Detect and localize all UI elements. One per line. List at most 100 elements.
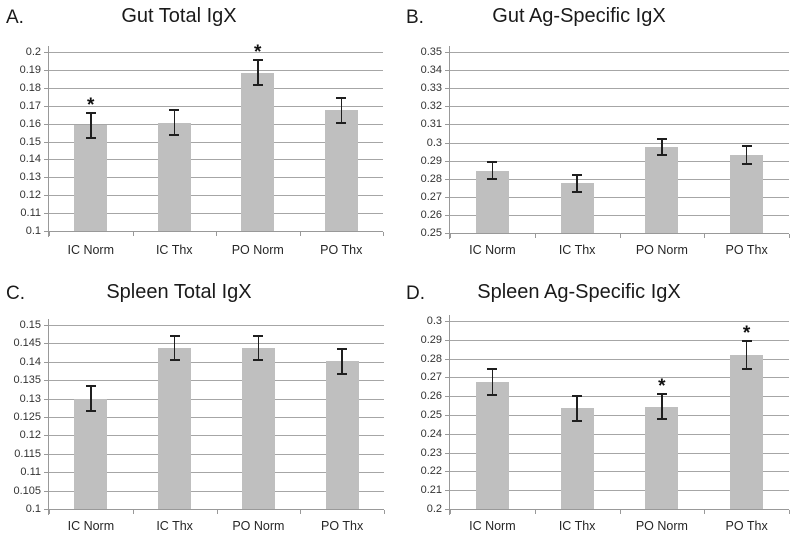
error-bar-cap-bottom: [252, 84, 263, 87]
gridline: [49, 159, 383, 161]
gridline: [49, 123, 383, 125]
gridline: [450, 52, 789, 53]
gridline: [450, 490, 789, 492]
gridline: [450, 160, 789, 162]
chart-title: Spleen Ag-Specific IgX: [477, 281, 681, 303]
bar-po-thx: [324, 110, 358, 231]
error-bar-cap-top: [252, 58, 263, 61]
bar-po-norm: [241, 72, 275, 231]
bar-ic-thx: [158, 348, 192, 509]
error-bar-cap-top: [85, 112, 96, 115]
error-bar-line: [661, 393, 663, 420]
y-tick-label: 0.26: [420, 208, 442, 221]
x-tick-mark: [49, 232, 50, 236]
significance-asterisk: *: [254, 41, 262, 63]
y-tick-mark: [44, 231, 49, 232]
error-bar-line: [341, 349, 343, 374]
error-bar-line: [745, 341, 748, 369]
gridline: [450, 433, 789, 435]
y-tick-label: 0.17: [19, 99, 41, 112]
error-bar-line: [340, 97, 342, 123]
panel-letter: D.: [406, 283, 425, 304]
error-bar-line: [90, 386, 92, 411]
y-tick-mark: [44, 472, 49, 474]
y-tick-mark: [445, 490, 450, 492]
error-bar-cap-top: [487, 367, 498, 370]
x-category-label: IC Thx: [156, 519, 193, 533]
y-tick-mark: [445, 339, 450, 341]
y-tick-label: 0.28: [420, 352, 442, 365]
y-tick-mark: [44, 325, 49, 326]
gridline: [49, 69, 383, 71]
gridline: [49, 213, 383, 215]
y-tick-mark: [44, 87, 49, 89]
significance-asterisk: *: [658, 375, 666, 397]
error-bar-line: [173, 110, 175, 136]
x-category-label: IC Norm: [67, 519, 115, 533]
chart-title: Gut Ag-Specific IgX: [492, 5, 666, 27]
y-tick-mark: [44, 343, 49, 345]
y-tick-mark: [44, 398, 49, 400]
y-tick-label: 0.35: [420, 46, 442, 58]
x-category-label: PO Thx: [725, 243, 768, 257]
x-category-label: PO Norm: [232, 519, 285, 533]
gridline: [450, 88, 789, 90]
y-tick-mark: [445, 396, 450, 398]
y-tick-mark: [44, 213, 49, 215]
y-tick-mark: [44, 417, 49, 418]
y-tick-label: 0.29: [420, 154, 442, 167]
panel-letter: A.: [6, 7, 24, 28]
x-tick-mark: [450, 234, 451, 238]
x-tick-mark: [789, 234, 790, 238]
error-bar-cap-bottom: [336, 121, 347, 124]
y-tick-mark: [44, 52, 49, 53]
bar-po-thx: [325, 361, 359, 509]
y-tick-label: 0.29: [420, 333, 442, 346]
gridline: [450, 196, 789, 198]
gridline: [450, 214, 789, 216]
y-tick-label: 0.11: [20, 207, 41, 220]
gridline: [450, 339, 789, 341]
bar-ic-thx: [157, 122, 191, 231]
error-bar-cap-top: [169, 109, 180, 112]
x-category-label: PO Thx: [320, 243, 363, 257]
error-bar-cap-bottom: [337, 372, 348, 375]
chart-plot-area: 0.15 0.145 0.14 0.135 0.13 0.125 0.12 0.115 0.11…: [0, 268, 400, 536]
gridline: [49, 453, 384, 455]
x-category-label: PO Norm: [635, 243, 688, 257]
y-tick-mark: [445, 178, 450, 180]
y-tick-mark: [445, 509, 450, 510]
error-bar-cap-top: [656, 138, 667, 141]
x-tick-mark: [704, 510, 706, 514]
x-category-label: PO Thx: [321, 519, 364, 533]
y-tick-label: 0.115: [14, 447, 41, 460]
error-bar-line: [173, 336, 176, 360]
error-bar-line: [576, 174, 578, 192]
y-tick-label: 0.12: [19, 189, 41, 202]
y-tick-mark: [445, 377, 450, 379]
y-tick-label: 0.27: [420, 371, 442, 384]
x-tick-mark: [789, 510, 790, 514]
gridline: [49, 105, 383, 107]
error-bar-line: [491, 368, 494, 396]
x-tick-mark: [619, 510, 621, 514]
y-tick-label: 0.34: [420, 64, 442, 77]
gridline: [450, 124, 789, 126]
y-axis-line: [48, 319, 49, 515]
y-tick-mark: [445, 160, 450, 162]
gridline: [49, 417, 384, 418]
x-category-label: IC Thx: [558, 519, 596, 533]
chart-plot-area: 0.35 0.34 0.33 0.32 0.31 0.3 0.29 0.28 0.27 0.26 0…: [400, 0, 800, 268]
gridline: [450, 471, 789, 473]
error-bar-line: [745, 146, 748, 164]
y-tick-mark: [445, 70, 450, 72]
gridline: [49, 195, 383, 197]
x-tick-mark: [132, 232, 134, 236]
x-axis-line: [450, 233, 789, 234]
y-tick-label: 0.21: [420, 484, 442, 497]
gridline: [450, 358, 789, 360]
x-tick-mark: [383, 232, 384, 236]
y-tick-mark: [445, 358, 450, 360]
gridline: [49, 141, 383, 143]
y-axis-line: [48, 46, 49, 237]
